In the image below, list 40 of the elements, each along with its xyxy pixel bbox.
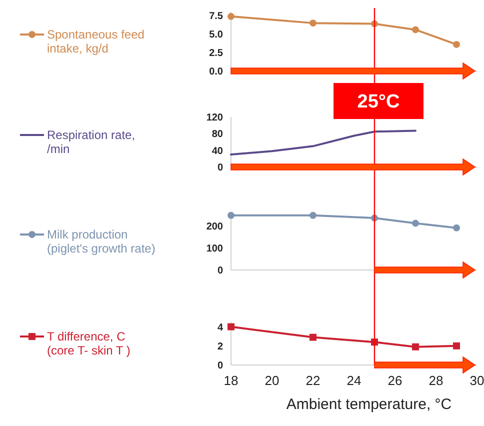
x-tick-label: 26 [388,373,402,388]
y-tick-label: 100 [206,244,224,255]
y-tick-label: 40 [212,146,224,157]
point [453,40,460,48]
y-tick-label: 120 [206,112,224,124]
point [310,20,316,27]
point [453,224,460,232]
x-tick-label: 22 [306,373,320,388]
x-tick-label: 30 [470,373,484,388]
point [412,26,419,34]
y-tick-label: 7.5 [209,11,224,22]
y-tick-label: 0 [217,162,224,174]
point [412,343,419,350]
point [228,12,234,20]
y-tick-label: 4 [217,322,224,334]
point [412,220,419,227]
point [453,342,460,350]
x-tick-label: 20 [264,373,280,388]
y-tick-label: 0.0 [209,66,224,78]
x-tick-label: 18 [224,373,238,388]
legend-label: Milk production (piglet's growth rate) [47,228,156,256]
point [228,212,234,219]
y-tick-label: 2 [217,341,224,352]
point [228,323,234,330]
legend-label: Respiration rate, /min [47,128,136,156]
y-tick-label: 80 [212,129,224,140]
legend-label: Spontaneous feed intake, kg/d [47,28,144,56]
point [310,212,316,219]
y-tick-label: 0 [217,266,224,276]
x-tick-label: 24 [346,373,362,388]
point [310,334,316,341]
y-tick-label: 200 [206,222,224,233]
y-tick-label: 2.5 [209,48,224,60]
x-axis-title: Ambient temperature, °C [286,396,452,413]
line-series [230,130,416,156]
ref-line-label: 25°C [357,92,400,113]
y-tick-label: 0 [217,360,224,372]
y-tick-label: 5.0 [209,30,224,41]
legend-label: T difference, C (core T- skin T ) [47,330,130,358]
x-tick-label: 28 [428,373,444,388]
